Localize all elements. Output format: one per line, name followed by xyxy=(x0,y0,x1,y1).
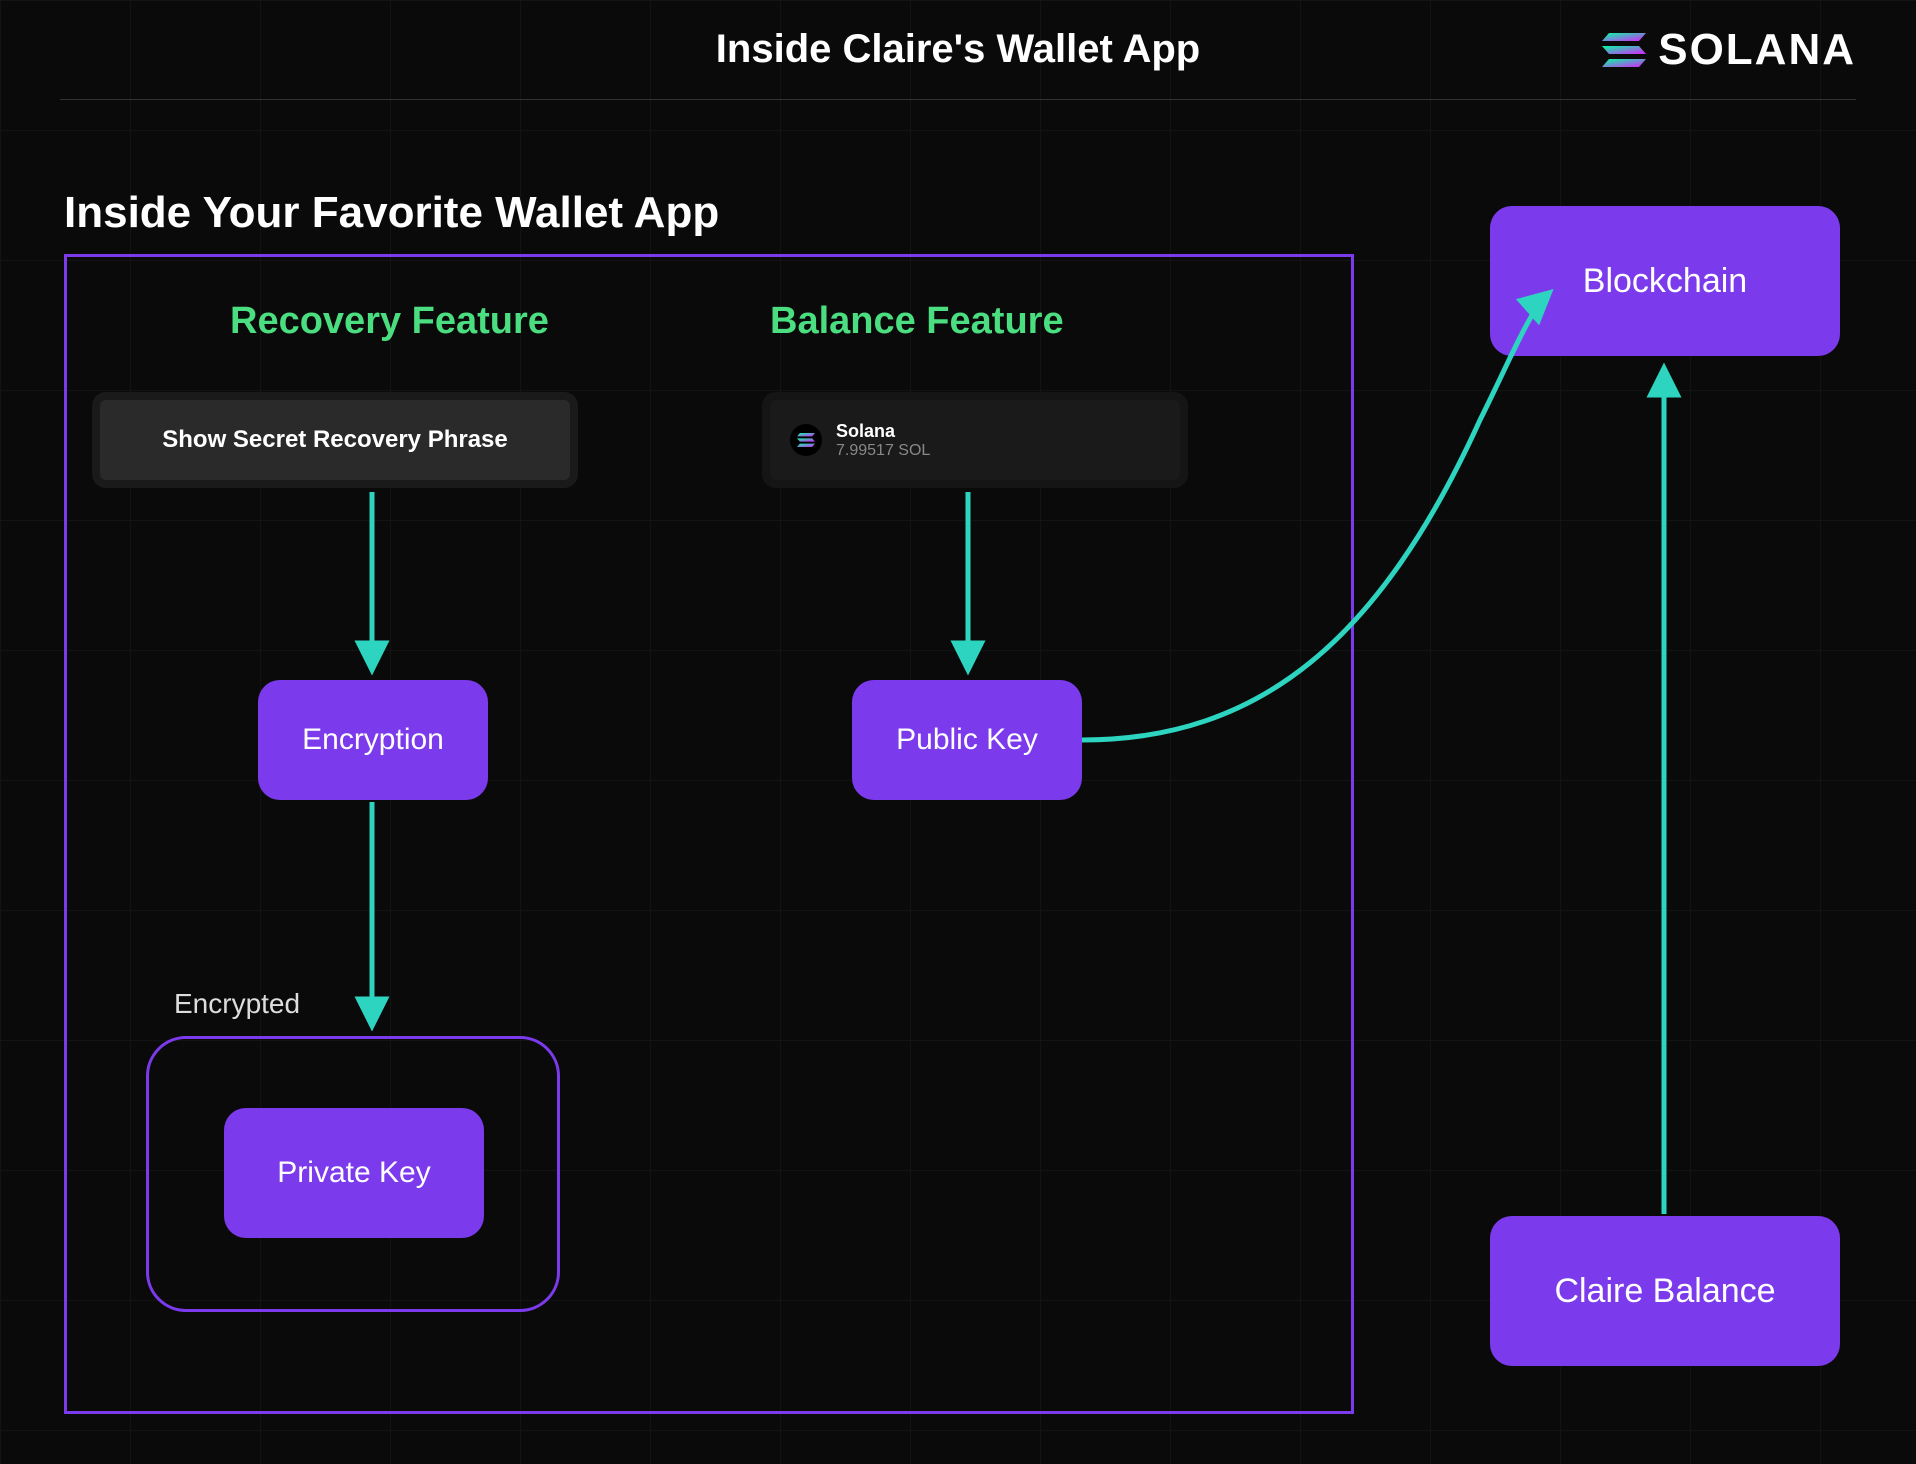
brand-logo: SOLANA xyxy=(1602,25,1856,75)
encrypted-label: Encrypted xyxy=(174,988,300,1020)
brand-name: SOLANA xyxy=(1658,25,1856,75)
claire-balance-node: Claire Balance xyxy=(1490,1216,1840,1366)
recovery-phrase-label: Show Secret Recovery Phrase xyxy=(162,426,508,454)
public-key-label: Public Key xyxy=(896,723,1038,757)
encryption-node: Encryption xyxy=(258,680,488,800)
blockchain-node: Blockchain xyxy=(1490,206,1840,356)
header: Inside Claire's Wallet App SOLANA xyxy=(60,0,1856,100)
private-key-label: Private Key xyxy=(277,1156,430,1190)
balance-card: Solana 7.99517 SOL xyxy=(770,400,1180,480)
blockchain-label: Blockchain xyxy=(1583,262,1747,301)
recovery-feature-title: Recovery Feature xyxy=(230,300,549,343)
solana-icon xyxy=(1602,31,1646,69)
section-title: Inside Your Favorite Wallet App xyxy=(64,188,719,238)
page-title: Inside Claire's Wallet App xyxy=(716,27,1200,72)
claire-balance-label: Claire Balance xyxy=(1554,1272,1775,1311)
public-key-node: Public Key xyxy=(852,680,1082,800)
balance-feature-title: Balance Feature xyxy=(770,300,1064,343)
solana-token-icon xyxy=(790,424,822,456)
token-amount: 7.99517 SOL xyxy=(836,442,930,460)
private-key-node: Private Key xyxy=(224,1108,484,1238)
recovery-phrase-card: Show Secret Recovery Phrase xyxy=(100,400,570,480)
encryption-label: Encryption xyxy=(302,723,444,757)
token-name: Solana xyxy=(836,421,930,442)
